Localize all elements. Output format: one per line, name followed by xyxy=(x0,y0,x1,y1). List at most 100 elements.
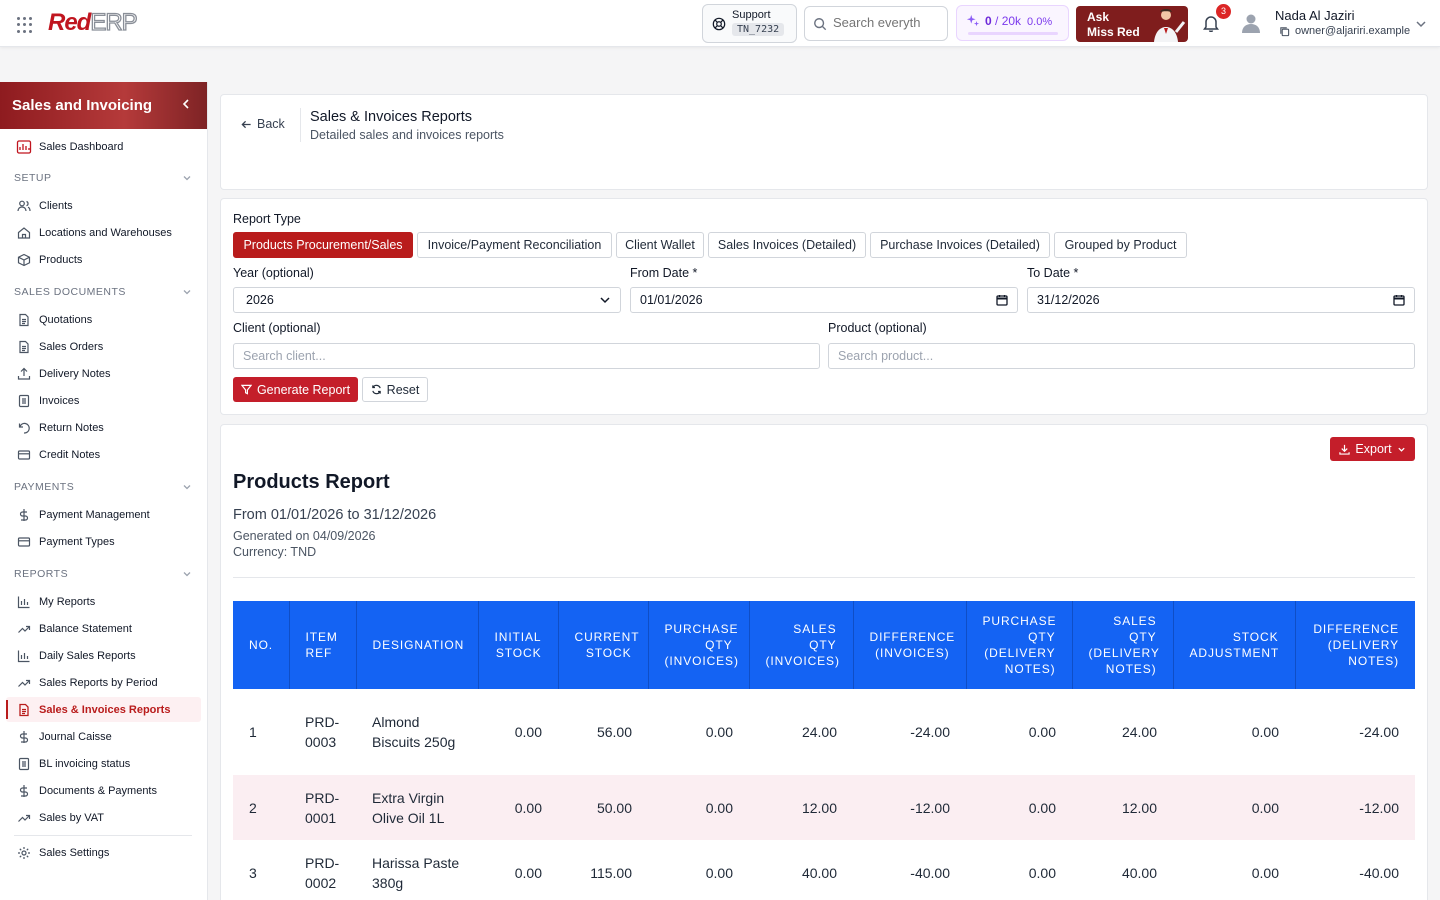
sidebar-item-products[interactable]: Products xyxy=(6,247,201,272)
app-logo[interactable]: RedERP xyxy=(48,8,138,36)
col-header-designation[interactable]: Designation xyxy=(356,601,479,689)
ai-credits-meter[interactable]: 0 / 20k 0.0% xyxy=(956,5,1069,41)
table-row: 3 PRD-0002 Harissa Paste 380g 0.00 115.0… xyxy=(233,840,1415,900)
sidebar-item-sales-orders[interactable]: Sales Orders xyxy=(6,334,201,359)
document-icon xyxy=(16,339,32,355)
sidebar-item-sales-settings[interactable]: Sales Settings xyxy=(6,840,201,865)
col-header-purchase-qty-invoices[interactable]: Purchase Qty (Invoices) xyxy=(648,601,750,689)
to-date-input[interactable]: 31/12/2026 xyxy=(1027,287,1415,313)
generate-report-button[interactable]: Generate Report xyxy=(233,377,358,402)
year-select[interactable]: 2026 xyxy=(233,287,621,313)
sidebar-section-reports[interactable]: REPORTS xyxy=(14,568,192,580)
notifications-bell-icon[interactable] xyxy=(1203,15,1219,32)
sidebar-item-sales-reports-by-period[interactable]: Sales Reports by Period xyxy=(6,670,201,695)
from-date-input[interactable]: 01/01/2026 xyxy=(630,287,1018,313)
table-header-row: No. Item Ref Designation Initial Stock C… xyxy=(233,601,1415,689)
sidebar-item-journal-caisse[interactable]: Journal Caisse xyxy=(6,724,201,749)
sidebar-item-return-notes[interactable]: Return Notes xyxy=(6,415,201,440)
sidebar-item-sales-by-vat[interactable]: Sales by VAT xyxy=(6,805,201,830)
cell-designation: Harissa Paste 380g xyxy=(372,855,460,891)
col-header-item-ref[interactable]: Item Ref xyxy=(289,601,357,689)
cell-initial-stock: 0.00 xyxy=(478,775,558,840)
report-type-grouped-by-product[interactable]: Grouped by Product xyxy=(1054,232,1187,258)
user-avatar-icon[interactable] xyxy=(1241,13,1261,33)
col-header-sales-qty-invoices[interactable]: Sales Qty (Invoices) xyxy=(749,601,854,689)
sidebar-item-invoices[interactable]: Invoices xyxy=(6,388,201,413)
user-email[interactable]: owner@aljariri.example xyxy=(1279,25,1410,37)
cell-sales-qty-delivery-notes: 40.00 xyxy=(1121,865,1157,881)
sidebar-item-documents-payments[interactable]: Documents & Payments xyxy=(6,778,201,803)
chevron-down-icon xyxy=(182,482,192,492)
col-header-purchase-qty-delivery-notes[interactable]: Purchase Qty (Delivery Notes) xyxy=(966,601,1073,689)
sidebar-item-balance-statement[interactable]: Balance Statement xyxy=(6,616,201,641)
sidebar-item-locations-warehouses[interactable]: Locations and Warehouses xyxy=(6,220,201,245)
bar-chart-icon xyxy=(16,648,32,664)
sparkle-icon xyxy=(966,14,980,28)
col-header-no[interactable]: No. xyxy=(233,601,290,689)
col-header-current-stock[interactable]: Current Stock xyxy=(558,601,649,689)
report-type-label: Report Type xyxy=(233,212,301,226)
sidebar-item-daily-sales-reports[interactable]: Daily Sales Reports xyxy=(6,643,201,668)
report-type-client-wallet[interactable]: Client Wallet xyxy=(616,232,704,258)
sidebar-item-quotations[interactable]: Quotations xyxy=(6,307,201,332)
home-icon xyxy=(16,225,32,241)
gear-icon xyxy=(16,845,32,861)
report-type-sales-invoices-detailed[interactable]: Sales Invoices (Detailed) xyxy=(708,232,866,258)
collapse-sidebar-chevron-left-icon[interactable] xyxy=(180,98,192,110)
table-row: 1 PRD-0003 Almond Biscuits 250g 0.00 56.… xyxy=(233,689,1415,775)
app-launcher-icon[interactable] xyxy=(17,17,33,33)
col-header-sales-qty-delivery-notes[interactable]: Sales Qty (Delivery Notes) xyxy=(1072,601,1174,689)
global-search-input[interactable] xyxy=(833,15,943,30)
sidebar-item-delivery-notes[interactable]: Delivery Notes xyxy=(6,361,201,386)
cell-sales-qty-delivery-notes: 24.00 xyxy=(1121,724,1157,740)
report-divider xyxy=(233,577,1415,578)
chevron-down-icon xyxy=(599,294,611,306)
chevron-down-icon xyxy=(182,173,192,183)
notifications-count-badge: 3 xyxy=(1216,4,1231,19)
user-menu-chevron-down-icon[interactable] xyxy=(1415,18,1427,30)
sidebar-item-sales-invoices-reports[interactable]: Sales & Invoices Reports xyxy=(6,697,201,722)
back-button[interactable]: Back xyxy=(241,117,285,131)
sidebar-item-clients[interactable]: Clients xyxy=(6,193,201,218)
cell-no: 3 xyxy=(249,865,257,881)
year-label: Year (optional) xyxy=(233,266,314,280)
client-search-input[interactable]: Search client... xyxy=(233,343,820,369)
reset-button[interactable]: Reset xyxy=(362,377,428,402)
product-search-input[interactable]: Search product... xyxy=(828,343,1415,369)
box-icon xyxy=(16,252,32,268)
export-button[interactable]: Export xyxy=(1330,437,1415,461)
col-header-initial-stock[interactable]: Initial Stock xyxy=(478,601,559,689)
cell-difference-delivery-notes: -12.00 xyxy=(1295,775,1415,840)
col-header-difference-invoices[interactable]: Difference (Invoices) xyxy=(853,601,967,689)
calendar-icon[interactable] xyxy=(1393,294,1405,306)
cell-difference-invoices: -40.00 xyxy=(910,865,950,881)
report-type-purchase-invoices-detailed[interactable]: Purchase Invoices (Detailed) xyxy=(870,232,1050,258)
sidebar-section-sales-documents[interactable]: SALES DOCUMENTS xyxy=(14,286,192,298)
cell-difference-invoices: -24.00 xyxy=(910,724,950,740)
support-button[interactable]: Support TN_7232 xyxy=(702,4,797,43)
sidebar-item-credit-notes[interactable]: Credit Notes xyxy=(6,442,201,467)
sidebar-item-bl-invoicing-status[interactable]: BL invoicing status xyxy=(6,751,201,776)
report-type-invoice-payment-reconciliation[interactable]: Invoice/Payment Reconciliation xyxy=(417,232,612,258)
ask-miss-red-button[interactable]: Ask Miss Red xyxy=(1076,6,1188,42)
calendar-icon[interactable] xyxy=(996,294,1008,306)
chevron-down-icon xyxy=(1397,445,1406,454)
report-type-products-procurement-sales[interactable]: Products Procurement/Sales xyxy=(233,232,413,258)
sidebar-section-payments[interactable]: PAYMENTS xyxy=(14,481,192,493)
sidebar-item-payment-management[interactable]: Payment Management xyxy=(6,502,201,527)
sidebar-item-payment-types[interactable]: Payment Types xyxy=(6,529,201,554)
sidebar-header: Sales and Invoicing xyxy=(0,82,207,129)
cell-current-stock: 56.00 xyxy=(596,724,632,740)
sidebar-item-my-reports[interactable]: My Reports xyxy=(6,589,201,614)
col-header-stock-adjustment[interactable]: Stock Adjustment xyxy=(1173,601,1296,689)
sidebar: Sales and Invoicing Sales Dashboard SETU… xyxy=(0,82,208,900)
global-search[interactable] xyxy=(804,6,948,41)
copy-icon xyxy=(1279,26,1290,37)
cell-purchase-qty-invoices: 0.00 xyxy=(648,775,749,840)
sidebar-item-sales-dashboard[interactable]: Sales Dashboard xyxy=(6,134,201,159)
sidebar-section-setup[interactable]: SETUP xyxy=(14,172,192,184)
client-label: Client (optional) xyxy=(233,321,321,335)
col-header-difference-delivery-notes[interactable]: Difference (Delivery Notes) xyxy=(1295,601,1415,689)
cell-current-stock: 115.00 xyxy=(590,865,632,881)
support-label: Support xyxy=(732,9,771,21)
